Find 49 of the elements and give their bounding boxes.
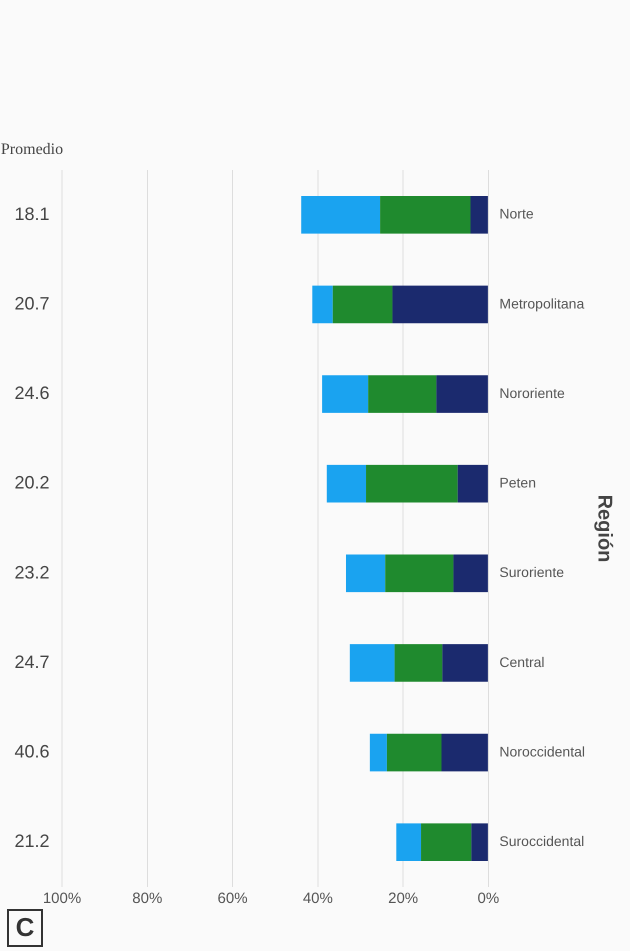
bar [392, 286, 488, 324]
y-tick-label: Suroriente [499, 564, 564, 580]
bar [368, 375, 436, 413]
y-tick-label: Metropolitana [499, 295, 584, 312]
bar [322, 375, 368, 413]
bar [312, 286, 333, 324]
y-tick-label: Nororiente [499, 384, 565, 401]
y-tick-label: Noroccidental [499, 743, 586, 760]
y-tick-label: Suroccidental [499, 833, 584, 850]
y-tick-label: Central [499, 654, 545, 670]
text: C [16, 912, 35, 942]
y-axis-title: Región [593, 494, 616, 562]
text: 21.2 [14, 831, 50, 852]
bar [453, 554, 488, 592]
text: 24.7 [14, 652, 50, 672]
bar [366, 464, 458, 503]
bar [421, 823, 472, 862]
x-tick-label: 80% [132, 890, 162, 908]
bar [396, 823, 422, 862]
bar [441, 734, 488, 772]
text: 24.6 [14, 383, 50, 404]
bar [332, 286, 392, 324]
text: 40.6 [14, 742, 50, 762]
y-tick-label: Peten [499, 474, 536, 491]
text: 18.1 [14, 204, 50, 224]
bar [436, 375, 488, 413]
bar [442, 644, 488, 682]
bar [346, 554, 386, 592]
bar [470, 196, 488, 234]
bar [386, 734, 442, 772]
text: 20.2 [14, 472, 50, 493]
x-tick-label: 40% [302, 890, 333, 908]
bar [380, 196, 470, 234]
x-tick-label: 20% [388, 890, 418, 908]
bar [385, 554, 454, 592]
text: 20.7 [14, 293, 50, 314]
bar [471, 823, 488, 862]
bar [370, 734, 387, 772]
x-tick-label: 100% [42, 890, 82, 908]
text: Promedio [0, 141, 64, 158]
bar [394, 644, 442, 682]
x-tick-label: 60% [218, 890, 248, 908]
bar [350, 644, 395, 682]
bar [326, 464, 366, 503]
x-tick-label: 0% [478, 890, 500, 908]
text: 23.2 [14, 562, 50, 582]
bar [458, 464, 488, 503]
bar [301, 196, 380, 234]
y-tick-label: Norte [499, 206, 534, 222]
